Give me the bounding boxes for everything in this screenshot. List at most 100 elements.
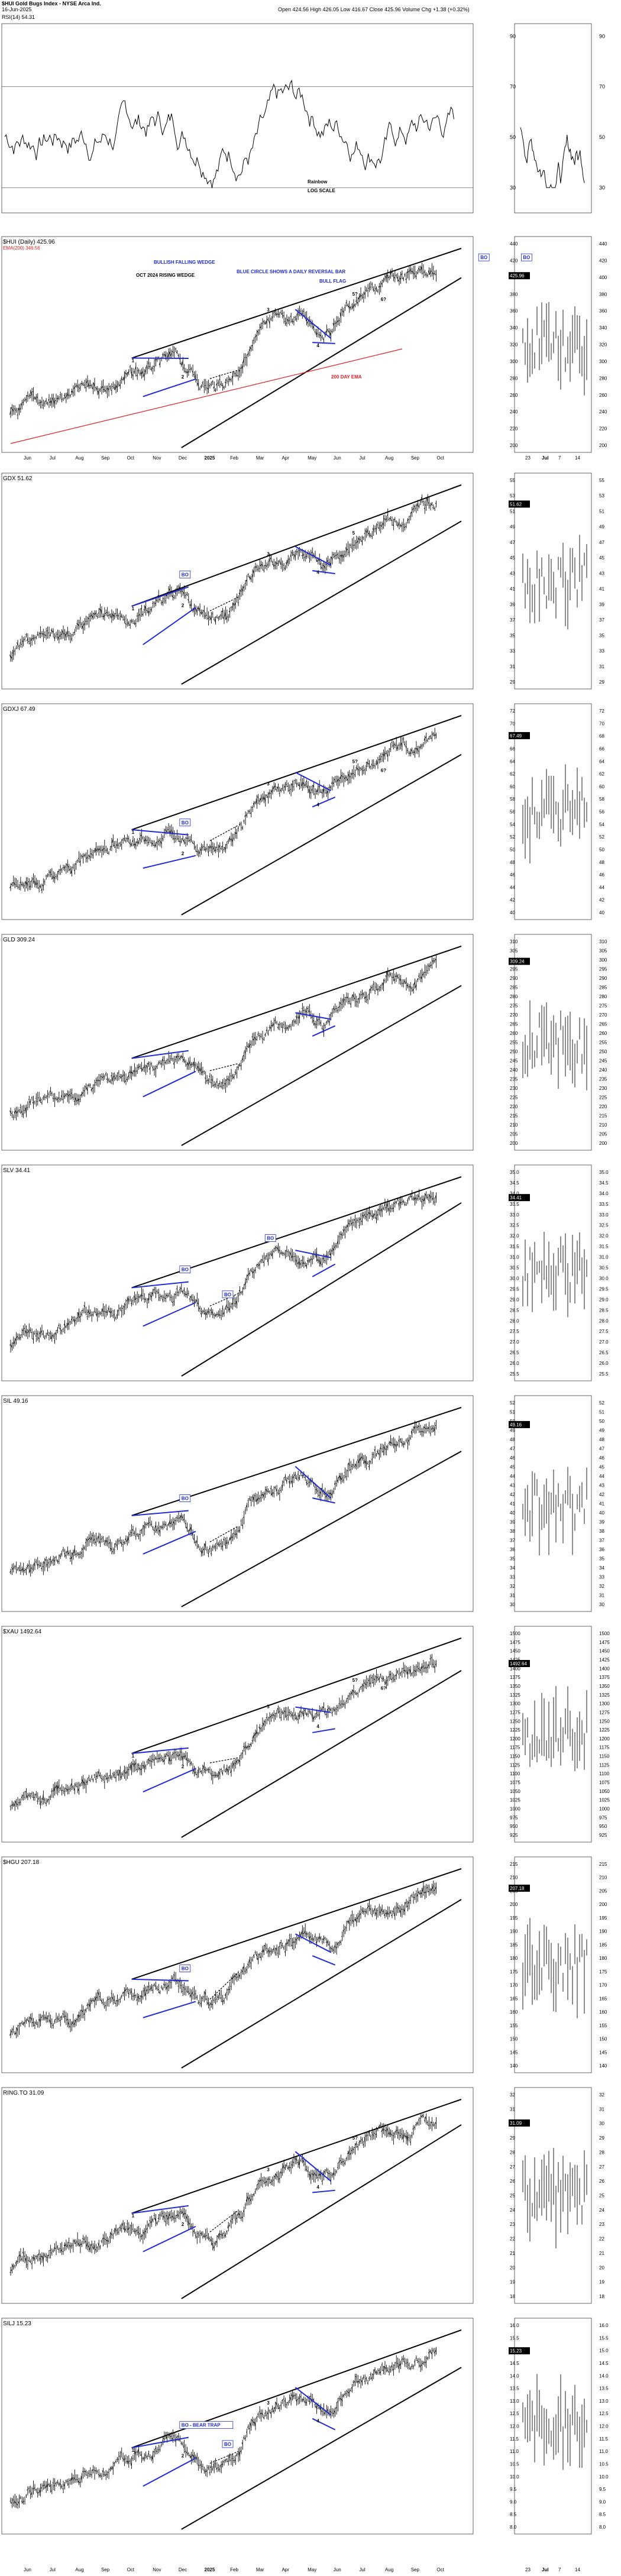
blue-pattern-line — [131, 586, 189, 607]
price-bar-open — [127, 838, 130, 840]
hourly-tick-label: 50 — [599, 847, 604, 852]
price-bar-open — [301, 1712, 303, 1714]
price-bar-open — [351, 1465, 352, 1467]
blue-pattern-line — [295, 309, 332, 339]
price-bar-open — [266, 1717, 267, 1719]
price-bar-open — [22, 1568, 24, 1572]
y-tick-label: 64 — [510, 759, 515, 764]
price-bar-open — [187, 1293, 189, 1295]
price-bar-open — [149, 611, 151, 613]
y-tick-label: 925 — [510, 1833, 518, 1838]
price-bar-open — [271, 316, 273, 319]
price-bar-open — [339, 1234, 341, 1235]
price-bar-open — [36, 396, 38, 399]
price-bar-open — [83, 2013, 85, 2015]
price-bar-open — [88, 617, 89, 620]
price-bar-open — [365, 1461, 367, 1466]
price-bar-open — [370, 1682, 371, 1684]
price-bar-open — [92, 386, 93, 390]
price-bar-open — [133, 843, 135, 846]
y-tick-label: 240 — [510, 409, 518, 415]
price-bar-open — [400, 273, 403, 276]
price-bar-open — [251, 1036, 253, 1038]
y-tick-label: 220 — [510, 426, 518, 432]
price-bar-open — [274, 785, 276, 788]
price-bar-open — [86, 1539, 88, 1542]
price-bar-open — [432, 960, 434, 963]
price-bar-open — [267, 318, 269, 321]
price-bar-open — [379, 525, 381, 526]
price-bar-open — [115, 1776, 117, 1778]
price-bar-open — [214, 618, 216, 622]
price-bar-open — [202, 1549, 203, 1554]
price-bar-open — [263, 321, 264, 323]
price-bar-open — [126, 838, 128, 840]
price-bar-open — [286, 1027, 287, 1029]
price-bar-open — [434, 733, 435, 736]
hourly-tick-label: 62 — [599, 772, 604, 777]
price-bar-open — [66, 630, 68, 635]
price-bar-open — [204, 1543, 206, 1548]
price-bar-open — [119, 1769, 121, 1776]
price-panel: SIL 49.165252515150504949484847474646454… — [1, 1395, 604, 1612]
blue-pattern-line — [295, 1706, 331, 1713]
y-tick-label: 255 — [510, 1040, 518, 1046]
price-bar-open — [143, 372, 145, 377]
price-bar-open — [370, 535, 371, 536]
price-bar-open — [11, 2030, 12, 2033]
price-bar-open — [308, 1260, 310, 1262]
price-bar-open — [261, 1493, 263, 1496]
y-tick-label: 170 — [510, 1983, 518, 1988]
y-tick-label: 41 — [510, 1501, 515, 1507]
price-bar-open — [200, 847, 202, 851]
price-bar-open — [281, 312, 283, 315]
price-bar-open — [148, 1066, 151, 1070]
price-bar-open — [12, 882, 14, 884]
price-bar-open — [241, 1525, 243, 1526]
price-bar-open — [217, 1774, 219, 1777]
price-bar-open — [89, 384, 91, 386]
price-bar-open — [199, 607, 200, 613]
panel-label: $HGU 207.18 — [3, 1859, 40, 1866]
hourly-tick-label: 58 — [599, 797, 604, 802]
price-bar-open — [331, 556, 333, 561]
price-bar-open — [364, 1213, 366, 1216]
hourly-tick-label: 55 — [599, 478, 604, 483]
price-bar-open — [199, 1067, 200, 1071]
price-bar-open — [370, 1212, 371, 1215]
price-bar-open — [312, 785, 314, 788]
price-bar-open — [399, 1672, 401, 1674]
price-bar-open — [146, 610, 148, 611]
price-bar-open — [350, 306, 351, 309]
price-bar-open — [152, 1759, 153, 1760]
price-bar-open — [99, 389, 101, 391]
y-tick-label: 35 — [510, 1556, 515, 1562]
price-bar-open — [17, 2028, 18, 2032]
price-bar-open — [179, 1753, 180, 1756]
price-bar-open — [371, 1458, 373, 1460]
price-bar-open — [286, 1480, 287, 1483]
price-bar-open — [210, 1773, 212, 1775]
price-bar-open — [32, 878, 34, 880]
panel-label: SLV 34.41 — [3, 1167, 30, 1174]
y-tick-label: 220 — [510, 1104, 518, 1109]
price-bar-open — [185, 1523, 186, 1525]
price-bar-open — [425, 1667, 427, 1669]
price-bar-open — [357, 1693, 358, 1694]
price-bar-open — [27, 1565, 28, 1568]
price-bar-open — [38, 1564, 40, 1566]
price-bar-open — [154, 1758, 156, 1759]
price-bar-open — [204, 615, 206, 617]
price-bar-open — [115, 1543, 117, 1545]
price-bar-open — [196, 609, 198, 613]
price-bar-open — [234, 602, 236, 606]
price-bar-open — [170, 1520, 172, 1525]
y-tick-label: 28.0 — [510, 1318, 519, 1323]
price-bar-open — [147, 1297, 149, 1300]
price-bar-open — [140, 1768, 142, 1771]
price-bar-open — [105, 612, 106, 614]
price-bar-open — [213, 386, 215, 389]
price-bar-open — [321, 792, 323, 794]
price-bar-open — [118, 1772, 119, 1776]
price-bar-open — [422, 1431, 424, 1433]
